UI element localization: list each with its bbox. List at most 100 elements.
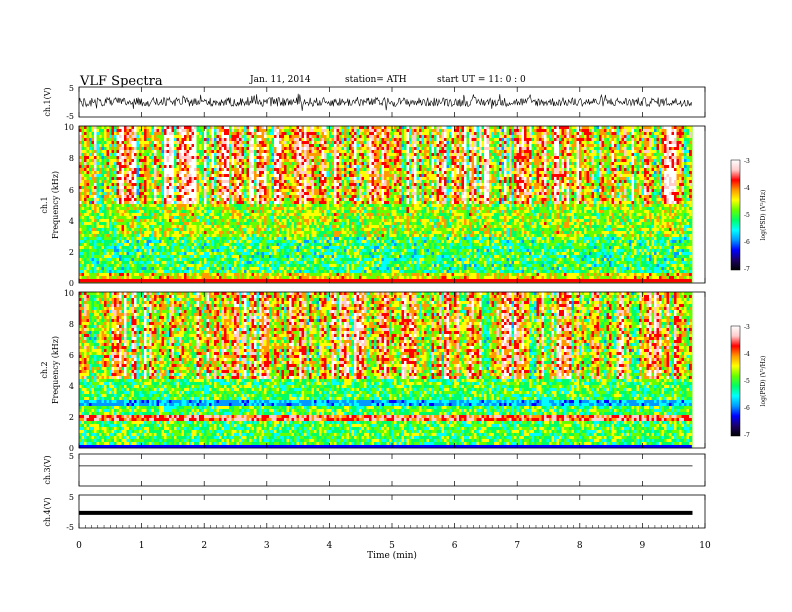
spectrogram-cell xyxy=(259,159,262,162)
spectrogram-cell xyxy=(174,138,177,141)
spectrogram-cell xyxy=(102,249,105,252)
spectrogram-cell xyxy=(244,237,247,240)
spectrogram-cell xyxy=(162,150,165,153)
spectrogram-cell xyxy=(229,150,232,153)
spectrogram-cell xyxy=(209,237,212,240)
spectrogram-cell xyxy=(194,237,197,240)
spectrogram-cell xyxy=(134,174,137,177)
spectrogram-cell xyxy=(162,237,165,240)
spectrogram-cell xyxy=(109,234,112,237)
spectrogram-cell xyxy=(137,273,140,276)
spectrogram-cell xyxy=(194,174,197,177)
spectrogram-cell xyxy=(154,138,157,141)
spectrogram-cell xyxy=(184,156,187,159)
spectrogram-cell xyxy=(284,240,287,243)
spectrogram-cell xyxy=(294,153,297,156)
spectrogram-cell xyxy=(199,252,202,255)
spectrogram-cell xyxy=(147,144,150,147)
spectrogram-cell xyxy=(167,198,170,201)
spectrogram-cell xyxy=(99,138,102,141)
spectrogram-cell xyxy=(282,228,285,231)
spectrogram-cell xyxy=(277,180,280,183)
spectrogram-cell xyxy=(159,246,162,249)
spectrogram-cell xyxy=(152,210,155,213)
spectrogram-cell xyxy=(174,228,177,231)
spectrogram-cell xyxy=(292,240,295,243)
spectrogram-cell xyxy=(249,168,252,171)
spectrogram-cell xyxy=(217,168,220,171)
spectrogram-cell xyxy=(104,234,107,237)
spectrogram-cell xyxy=(257,225,260,228)
spectrogram-cell xyxy=(294,228,297,231)
spectrogram-cell xyxy=(227,261,230,264)
spectrogram-cell xyxy=(307,129,310,132)
spectrogram-cell xyxy=(249,195,252,198)
spectrogram-cell xyxy=(79,222,82,225)
spectrogram-cell xyxy=(269,174,272,177)
spectrogram-cell xyxy=(192,126,195,129)
spectrogram-cell xyxy=(204,168,207,171)
spectrogram-cell xyxy=(224,177,227,180)
spectrogram-cell xyxy=(117,237,120,240)
spectrogram-cell xyxy=(202,231,205,234)
spectrogram-cell xyxy=(242,198,245,201)
spectrogram-cell xyxy=(164,168,167,171)
spectrogram-cell xyxy=(224,201,227,204)
spectrogram-cell xyxy=(259,273,262,276)
spectrogram-cell xyxy=(114,258,117,261)
spectrogram-cell xyxy=(129,246,132,249)
spectrogram-cell xyxy=(307,216,310,219)
spectrogram-cell xyxy=(89,201,92,204)
spectrogram-cell xyxy=(309,273,312,276)
spectrogram-cell xyxy=(109,177,112,180)
spectrogram-cell xyxy=(104,207,107,210)
spectrogram-cell xyxy=(119,264,122,267)
spectrogram-cell xyxy=(312,204,315,207)
spectrogram-cell xyxy=(89,159,92,162)
spectrogram-cell xyxy=(107,147,110,150)
spectrogram-cell xyxy=(87,141,90,144)
spectrogram-cell xyxy=(109,261,112,264)
spectrogram-cell xyxy=(169,159,172,162)
spectrogram-cell xyxy=(239,192,242,195)
spectrogram-cell xyxy=(114,171,117,174)
spectrogram-cell xyxy=(194,219,197,222)
spectrogram-cell xyxy=(164,189,167,192)
spectrogram-cell xyxy=(267,183,270,186)
spectrogram-cell xyxy=(162,132,165,135)
spectrogram-cell xyxy=(309,279,312,282)
spectrogram-cell xyxy=(184,180,187,183)
spectrogram-cell xyxy=(124,222,127,225)
spectrogram-cell xyxy=(287,264,290,267)
spectrogram-cell xyxy=(144,168,147,171)
spectrogram-cell xyxy=(179,267,182,270)
spectrogram-cell xyxy=(169,162,172,165)
spectrogram-cell xyxy=(224,171,227,174)
spectrogram-cell xyxy=(262,159,265,162)
spectrogram-cell xyxy=(174,207,177,210)
spectrogram-cell xyxy=(272,228,275,231)
spectrogram-cell xyxy=(249,207,252,210)
spectrogram-cell xyxy=(302,186,305,189)
spectrogram-cell xyxy=(189,153,192,156)
spectrogram-cell xyxy=(187,234,190,237)
spectrogram-cell xyxy=(102,264,105,267)
spectrogram-cell xyxy=(309,198,312,201)
spectrogram-cell xyxy=(147,153,150,156)
spectrogram-cell xyxy=(222,228,225,231)
spectrogram-cell xyxy=(177,153,180,156)
spectrogram-cell xyxy=(307,147,310,150)
spectrogram-cell xyxy=(99,276,102,279)
spectrogram-cell xyxy=(287,279,290,282)
spectrogram-cell xyxy=(224,243,227,246)
spectrogram-cell xyxy=(142,132,145,135)
spectrogram-cell xyxy=(189,129,192,132)
spectrogram-cell xyxy=(249,276,252,279)
spectrogram-cell xyxy=(244,234,247,237)
spectrogram-cell xyxy=(229,222,232,225)
spectrogram-cell xyxy=(274,234,277,237)
spectrogram-cell xyxy=(317,192,320,195)
spectrogram-cell xyxy=(259,162,262,165)
spectrogram-cell xyxy=(254,252,257,255)
spectrogram-cell xyxy=(174,198,177,201)
